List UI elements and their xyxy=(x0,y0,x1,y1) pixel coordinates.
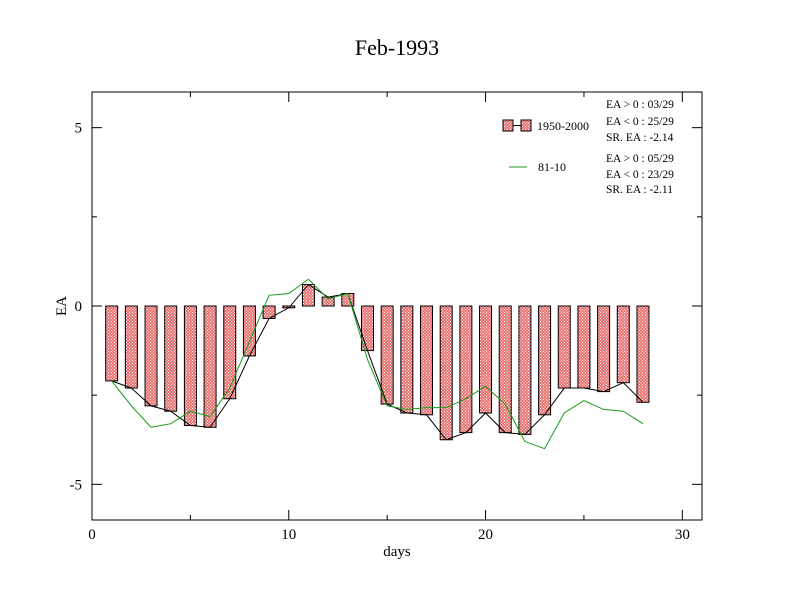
legend-swatch-bar-left xyxy=(502,119,514,132)
bar-day-4 xyxy=(164,305,178,412)
bar-day-22 xyxy=(518,305,532,435)
legend-stat-1950-2000-neg: EA < 0 : 25/29 xyxy=(606,116,674,128)
bar-day-5 xyxy=(183,305,197,426)
y-tick-label-2: -5 xyxy=(70,477,83,493)
x-tick-label-3: 30 xyxy=(675,527,690,543)
bar-day-27 xyxy=(616,305,630,384)
bar-day-26 xyxy=(597,305,611,393)
bar-day-25 xyxy=(577,305,591,389)
y-axis-ticks: 5 0 -5 xyxy=(70,121,702,493)
bar-day-13 xyxy=(341,293,355,307)
bar-day-17 xyxy=(420,305,434,416)
x-axis-ticks: 0 10 20 30 xyxy=(88,92,690,543)
chart-title: Feb-1993 xyxy=(355,35,439,60)
bar-day-3 xyxy=(144,305,158,407)
legend-stat-81-10-sr: SR. EA : -2.11 xyxy=(606,184,673,196)
x-axis-label: days xyxy=(383,544,411,560)
legend-stat-81-10-neg: EA < 0 : 23/29 xyxy=(606,169,674,181)
line-layer xyxy=(111,278,644,450)
bar-day-16 xyxy=(400,305,414,414)
legend-stat-1950-2000-pos: EA > 0 : 03/29 xyxy=(606,99,674,111)
legend-swatch-bar-right xyxy=(520,119,532,132)
line-series-81-10 xyxy=(111,278,644,450)
line-series-1950-2000 xyxy=(111,283,644,441)
bar-day-28 xyxy=(636,305,650,403)
legend-stat-1950-2000-sr: SR. EA : -2.14 xyxy=(606,132,674,144)
x-tick-label-0: 0 xyxy=(88,527,96,543)
bar-day-18 xyxy=(439,305,453,441)
x-tick-label-1: 10 xyxy=(281,527,296,543)
bar-day-1 xyxy=(105,305,119,382)
legend-stat-81-10-pos: EA > 0 : 05/29 xyxy=(606,153,674,165)
y-axis-label: EA xyxy=(54,296,70,316)
bar-day-24 xyxy=(557,305,571,389)
legend-label-1950-2000: 1950-2000 xyxy=(537,119,589,133)
bar-day-23 xyxy=(538,305,552,416)
bar-day-20 xyxy=(479,305,493,414)
bar-day-6 xyxy=(203,305,217,428)
y-tick-label-1: 0 xyxy=(75,299,83,315)
bar-day-21 xyxy=(498,305,512,434)
bar-day-15 xyxy=(380,305,394,405)
bar-day-7 xyxy=(223,305,237,400)
legend: 1950-2000 EA > 0 : 03/29 EA < 0 : 25/29 … xyxy=(502,99,674,196)
bar-series-1950-2000 xyxy=(105,284,650,441)
x-tick-label-2: 20 xyxy=(478,527,493,543)
y-tick-label-0: 5 xyxy=(75,121,83,137)
legend-label-81-10: 81-10 xyxy=(538,160,566,174)
bar-day-2 xyxy=(124,305,138,389)
bar-day-19 xyxy=(459,305,473,434)
